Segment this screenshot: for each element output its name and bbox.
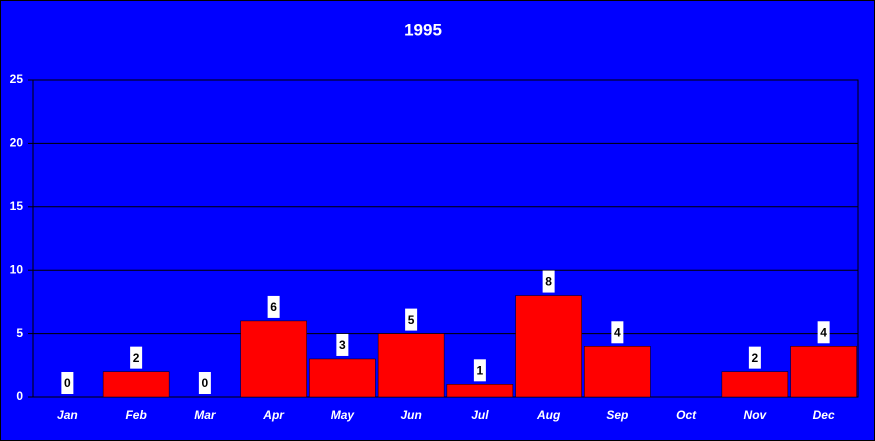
y-tick-label: 25 [10,72,24,86]
x-tick-label: Sep [606,408,628,422]
bar [102,371,170,398]
value-label-box [611,321,624,344]
value-label: 2 [133,351,140,365]
value-label-box [198,372,211,394]
x-tick-label: Feb [125,408,146,422]
y-tick-label: 10 [10,262,24,276]
value-label-box [473,359,486,382]
bar [446,384,514,398]
y-tick-label: 15 [10,199,24,213]
x-tick-label: Jan [57,408,78,422]
value-label-box [61,372,74,394]
bar [584,346,651,398]
bar [721,371,789,398]
x-tick-label: Jun [400,408,421,422]
x-tick-label: Jul [471,408,489,422]
x-tick-label: May [331,408,356,422]
x-tick-label: Dec [813,408,835,422]
y-tick-label: 5 [16,326,23,340]
x-tick-label: Mar [194,408,217,422]
value-label: 3 [339,338,346,352]
bar [240,320,307,398]
value-label-box [336,333,349,356]
value-label-box [817,321,830,344]
value-label-box [130,346,143,369]
y-tick-label: 20 [10,136,24,150]
bar [377,333,445,398]
value-label-box [542,270,555,293]
value-label: 0 [64,376,71,390]
value-label-box [267,295,280,318]
bar [790,346,857,398]
value-label: 5 [408,313,415,327]
x-tick-label: Nov [744,408,768,422]
x-tick-label: Aug [536,408,561,422]
value-label: 6 [270,300,277,314]
value-label: 4 [820,325,827,339]
value-label: 1 [477,363,484,377]
chart-title: 1995 [404,20,442,39]
value-label-box [748,346,761,369]
y-tick-label: 0 [16,389,23,403]
x-tick-label: Apr [262,408,285,422]
value-label: 2 [752,351,759,365]
value-label: 8 [545,275,552,289]
bar [309,358,376,398]
value-label: 4 [614,325,621,339]
value-label: 0 [202,376,209,390]
value-label-box [405,308,418,331]
bar [515,295,582,398]
x-tick-label: Oct [676,408,697,422]
